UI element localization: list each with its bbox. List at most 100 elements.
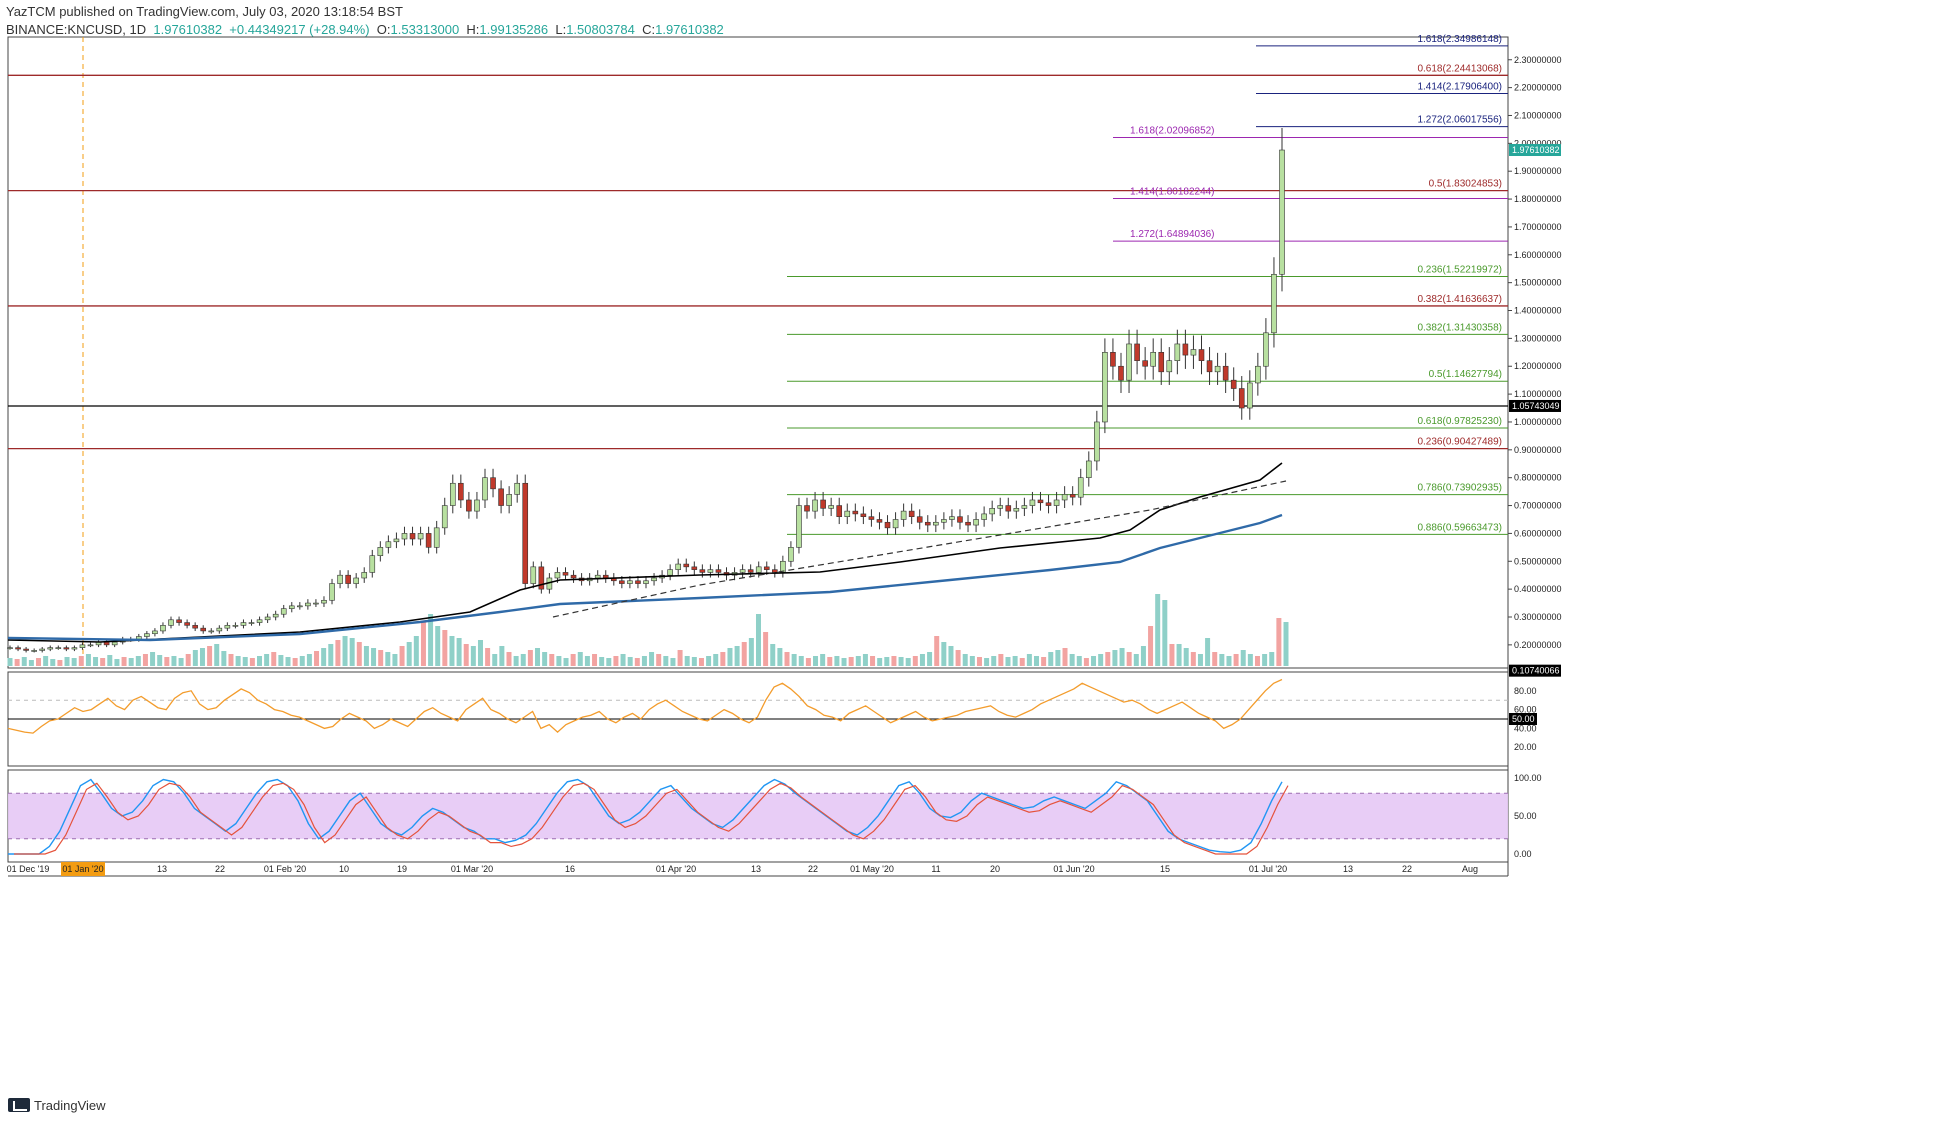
volume-bar bbox=[470, 646, 476, 666]
volume-bar bbox=[727, 648, 733, 666]
volume-bar bbox=[755, 614, 761, 666]
fib-level-label: 1.272(1.64894036) bbox=[1130, 229, 1215, 240]
candle-body bbox=[256, 619, 263, 623]
volume-bar bbox=[463, 644, 469, 666]
candle-body bbox=[200, 627, 207, 632]
volume-bar bbox=[784, 652, 790, 666]
volume-bar bbox=[891, 656, 897, 666]
candle-body bbox=[715, 569, 722, 573]
candle-body bbox=[538, 566, 545, 590]
fib-level-label: 0.618(0.97825230) bbox=[1417, 416, 1502, 427]
volume-bar bbox=[1119, 648, 1125, 666]
candle-body bbox=[1206, 360, 1213, 373]
volume-bar bbox=[428, 614, 434, 666]
volume-bar bbox=[1190, 652, 1196, 666]
volume-bar bbox=[556, 656, 562, 666]
candle-body bbox=[1214, 365, 1221, 373]
volume-bar bbox=[677, 650, 683, 666]
volume-bar bbox=[1219, 654, 1225, 666]
fib-level-label: 1.618(2.34986148) bbox=[1417, 34, 1502, 45]
candle-body bbox=[79, 644, 86, 648]
volume-bar bbox=[898, 657, 904, 666]
time-tick-label: 22 bbox=[808, 864, 818, 874]
date-highlight bbox=[61, 862, 105, 876]
candle-body bbox=[1246, 382, 1253, 409]
time-tick-label: 22 bbox=[1402, 864, 1412, 874]
candle-body bbox=[619, 580, 625, 584]
volume-bar bbox=[1083, 658, 1089, 666]
candle-body bbox=[844, 510, 851, 517]
volume-bar bbox=[1105, 652, 1111, 666]
volume-bar bbox=[285, 657, 291, 666]
candle-body bbox=[1118, 365, 1124, 381]
candle-body bbox=[900, 510, 907, 520]
fib-level-label: 1.414(1.80182244) bbox=[1130, 187, 1215, 198]
volume-bar bbox=[1048, 652, 1054, 666]
candle-body bbox=[916, 516, 923, 523]
time-tick-label: 01 Dec '19 bbox=[7, 864, 50, 874]
volume-bar bbox=[549, 654, 555, 666]
volume-bar bbox=[506, 652, 512, 666]
stoch-tick-label: 50.00 bbox=[1514, 811, 1537, 821]
candle-body bbox=[264, 616, 271, 621]
price-tick-label: 1.50000000 bbox=[1514, 278, 1562, 288]
stoch-d-line bbox=[14, 782, 1289, 855]
volume-bar bbox=[85, 654, 91, 666]
symbol-line: BINANCE:KNCUSD, 1D 1.97610382 +0.4434921… bbox=[6, 22, 724, 37]
candle-body bbox=[31, 650, 37, 652]
volume-bar bbox=[1183, 648, 1189, 666]
volume-bar bbox=[841, 658, 847, 666]
time-tick-label: 01 Mar '20 bbox=[451, 864, 493, 874]
candle-body bbox=[1126, 343, 1132, 381]
volume-bar bbox=[713, 654, 719, 666]
volume-bar bbox=[71, 658, 77, 666]
candle-body bbox=[15, 647, 21, 650]
volume-bar bbox=[720, 652, 726, 666]
volume-bar bbox=[399, 646, 405, 666]
time-tick-label: 16 bbox=[565, 864, 575, 874]
volume-bar bbox=[1034, 656, 1040, 666]
candle-body bbox=[522, 482, 529, 584]
candle-body bbox=[1110, 352, 1116, 367]
candle-body bbox=[1029, 499, 1036, 506]
brand-label: TradingView bbox=[34, 1097, 106, 1113]
volume-bar bbox=[43, 656, 49, 666]
candle-body bbox=[667, 569, 673, 576]
time-tick-label: 20 bbox=[990, 864, 1000, 874]
price-tag bbox=[1509, 144, 1561, 157]
volume-bar bbox=[1019, 658, 1025, 666]
candle-body bbox=[1094, 421, 1100, 462]
rsi-tick-label: 80.00 bbox=[1514, 686, 1537, 696]
candle-body bbox=[329, 583, 335, 601]
volume-bar bbox=[249, 658, 255, 666]
price-tag bbox=[1509, 399, 1561, 412]
candle-body bbox=[353, 577, 359, 584]
candle-body bbox=[240, 622, 247, 626]
time-tick-label: 13 bbox=[1343, 864, 1353, 874]
volume-bar bbox=[570, 654, 576, 666]
candle-body bbox=[707, 569, 714, 573]
price-tick-label: 0.80000000 bbox=[1514, 473, 1562, 483]
volume-bar bbox=[748, 638, 754, 666]
price-tag bbox=[1509, 664, 1561, 677]
tradingview-brand[interactable]: TradingView bbox=[8, 1096, 106, 1114]
volume-bar bbox=[777, 648, 783, 666]
volume-bar bbox=[142, 654, 148, 666]
volume-bar bbox=[862, 654, 868, 666]
candle-body bbox=[868, 516, 875, 520]
volume-bar bbox=[363, 646, 369, 666]
volume-bar bbox=[877, 658, 883, 666]
symbol-label: BINANCE:KNCUSD, 1D bbox=[6, 22, 147, 37]
price-tick-label: 1.10000000 bbox=[1514, 389, 1562, 399]
time-tick-label: 10 bbox=[339, 864, 349, 874]
candle-body bbox=[321, 599, 327, 604]
fib-level-label: 0.786(0.73902935) bbox=[1417, 483, 1502, 494]
candle-body bbox=[441, 505, 448, 529]
volume-bar bbox=[164, 657, 170, 666]
candle-body bbox=[683, 563, 690, 568]
candle-body bbox=[224, 625, 231, 629]
volume-bar bbox=[535, 648, 541, 666]
candle-body bbox=[337, 574, 343, 584]
volume-bar bbox=[563, 658, 569, 666]
